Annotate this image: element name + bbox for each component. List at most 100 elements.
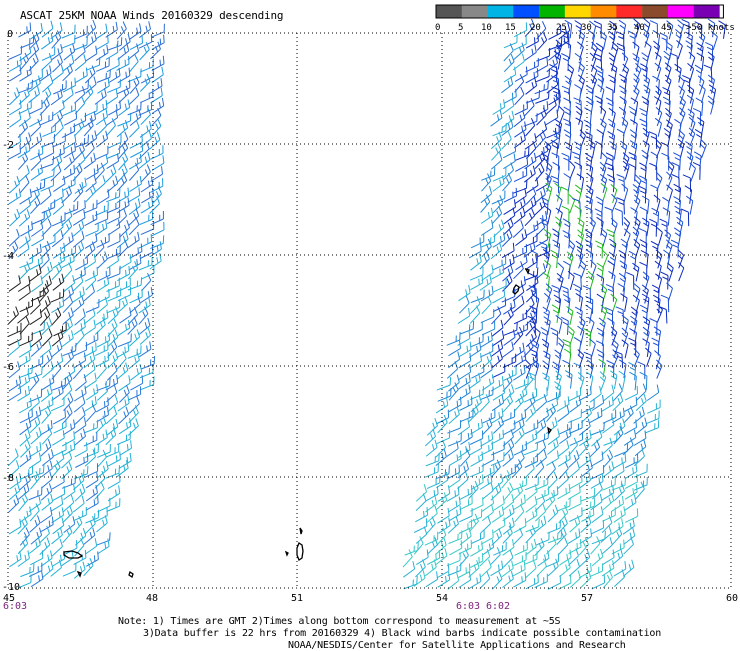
- wind-barb: [85, 516, 96, 534]
- wind-barb: [128, 208, 140, 226]
- wind-barb: [86, 384, 99, 401]
- wind-barb: [50, 460, 61, 479]
- wind-barb: [634, 481, 645, 500]
- wind-barb: [28, 442, 42, 458]
- wind-barb: [96, 532, 111, 546]
- wind-barb: [718, 20, 726, 39]
- wind-barb: [83, 307, 96, 325]
- wind-barb: [534, 219, 546, 238]
- wind-barb: [97, 443, 111, 458]
- lat-axis: 0 -2 -4 -6 -8 -10: [2, 29, 20, 593]
- wind-barb: [105, 406, 118, 425]
- wind-barb: [481, 264, 494, 281]
- wind-barb: [18, 165, 30, 183]
- wind-barb: [17, 385, 30, 402]
- wind-barb: [97, 497, 111, 513]
- wind-barb: [30, 330, 43, 348]
- wind-barb: [677, 19, 685, 39]
- wind-barb: [696, 42, 704, 62]
- wind-barb: [83, 351, 96, 369]
- wind-barb: [29, 264, 42, 282]
- lat-tick: -4: [2, 251, 14, 262]
- wind-barb: [96, 406, 109, 423]
- wind-barb: [596, 262, 604, 282]
- wind-barb: [75, 255, 89, 271]
- wind-barb: [705, 41, 714, 60]
- wind-barb: [129, 133, 143, 149]
- wind-barb: [622, 518, 635, 535]
- wind-barb: [8, 494, 20, 513]
- wind-barb: [534, 459, 545, 479]
- wind-barbs: [7, 18, 726, 590]
- wind-barb: [673, 227, 682, 247]
- wind-barb: [595, 140, 603, 160]
- wind-barb: [619, 73, 627, 93]
- wind-barb: [41, 449, 54, 466]
- wind-barb: [117, 67, 131, 84]
- wind-barb: [513, 35, 527, 51]
- wind-barb: [94, 219, 108, 237]
- wind-barb: [557, 451, 571, 467]
- wind-barb: [600, 182, 608, 202]
- wind-barb: [599, 30, 607, 50]
- wind-barb: [502, 110, 515, 128]
- wind-barb: [116, 431, 131, 445]
- wind-barb: [129, 176, 142, 193]
- wind-barb: [535, 143, 549, 159]
- wind-barb: [61, 317, 73, 336]
- wind-barb: [638, 227, 647, 246]
- wind-barb: [692, 161, 701, 180]
- wind-barb: [480, 431, 494, 447]
- wind-barb: [39, 111, 54, 126]
- wind-barb: [558, 22, 571, 40]
- wind-barb: [534, 150, 546, 169]
- wind-barb: [602, 449, 614, 468]
- wind-barb: [139, 244, 154, 259]
- wind-barb: [140, 221, 155, 236]
- wind-barb: [141, 272, 152, 292]
- wind-barb: [19, 418, 32, 436]
- wind-barb: [74, 151, 86, 170]
- wind-barb: [596, 327, 605, 347]
- wind-barb: [634, 438, 647, 457]
- wind-barb: [85, 538, 98, 555]
- wind-barb: [669, 52, 678, 71]
- wind-barb: [50, 163, 62, 182]
- wind-barb: [19, 261, 31, 280]
- wind-barb: [630, 315, 638, 335]
- wind-barb: [448, 530, 463, 544]
- wind-barb: [149, 78, 163, 94]
- wind-barb: [17, 142, 31, 159]
- wind-barb: [468, 508, 483, 523]
- wind-barb: [29, 243, 42, 260]
- wind-barb: [107, 209, 121, 225]
- wind-barb: [512, 220, 524, 238]
- wind-barb: [665, 107, 672, 128]
- wind-barb: [562, 359, 571, 378]
- wind-barb: [19, 175, 30, 194]
- scale-label: 40: [634, 23, 645, 33]
- wind-barb: [550, 249, 559, 269]
- wind-barb: [469, 353, 482, 369]
- wind-barb: [649, 218, 658, 237]
- wind-barb: [620, 293, 628, 312]
- wind-barb: [492, 297, 507, 313]
- wind-barb: [555, 370, 562, 390]
- wind-barb: [603, 432, 618, 446]
- wind-barb: [62, 294, 74, 314]
- wind-barb: [616, 43, 625, 61]
- wind-barb: [96, 57, 110, 72]
- wind-barb: [30, 118, 42, 137]
- wind-barb: [106, 57, 120, 73]
- wind-barb: [524, 419, 539, 435]
- swath-time-right-a: 6:03: [456, 601, 480, 612]
- wind-barb: [602, 507, 616, 522]
- wind-barb: [72, 162, 83, 182]
- wind-barb: [105, 374, 119, 391]
- wind-barb: [651, 207, 660, 226]
- wind-barb: [118, 375, 131, 392]
- wind-barb: [481, 233, 496, 248]
- wind-barb: [40, 384, 53, 402]
- wind-barb: [118, 152, 129, 171]
- wind-barb: [28, 86, 40, 104]
